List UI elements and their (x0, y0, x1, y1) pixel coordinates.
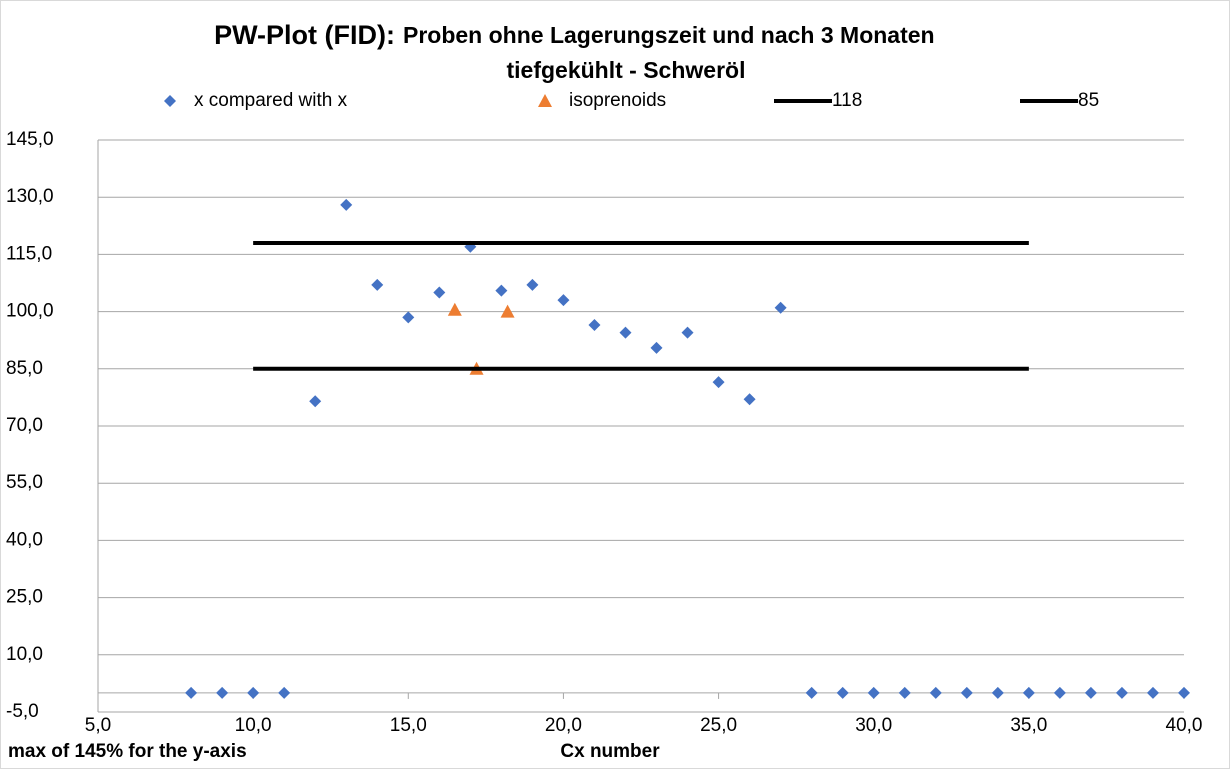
point (836, 686, 849, 699)
y-tick-label: 70,0 (6, 415, 43, 436)
chart-title: PW-Plot (FID): (214, 20, 395, 50)
x-tick-label: 35,0 (1010, 715, 1047, 736)
legend-label: isoprenoids (569, 90, 666, 111)
point (340, 198, 353, 211)
y-tick-label: 145,0 (6, 129, 54, 150)
point (247, 686, 260, 699)
point (447, 302, 462, 316)
point (185, 686, 198, 699)
legend-label: 118 (832, 90, 862, 111)
point (495, 284, 508, 297)
x-tick-label: 20,0 (545, 715, 582, 736)
point (526, 278, 539, 291)
point (960, 686, 973, 699)
y-tick-label: 130,0 (6, 186, 54, 207)
point (588, 318, 601, 331)
point (681, 326, 694, 339)
x-tick-label: 40,0 (1166, 715, 1203, 736)
point (1053, 686, 1066, 699)
legend-marker (538, 94, 552, 107)
point (1178, 686, 1190, 699)
y-tick-label: 100,0 (6, 301, 54, 322)
legend-marker (164, 95, 176, 107)
point (309, 395, 322, 408)
x-axis-label: Cx number (560, 741, 660, 762)
point (433, 286, 446, 299)
point (805, 686, 818, 699)
point (991, 686, 1004, 699)
legend-label: 85 (1078, 90, 1099, 111)
y-tick-label: 10,0 (6, 644, 43, 665)
x-tick-label: 25,0 (700, 715, 737, 736)
y-tick-label: -5,0 (6, 701, 39, 722)
x-tick-label: 10,0 (235, 715, 272, 736)
y-tick-label: 55,0 (6, 472, 43, 493)
point (650, 341, 663, 354)
x-tick-label: 5,0 (85, 715, 111, 736)
point (774, 301, 787, 314)
y-tick-label: 85,0 (6, 358, 43, 379)
point (929, 686, 942, 699)
point (500, 304, 515, 318)
chart-subtitle: Proben ohne Lagerungszeit und nach 3 Mon… (403, 22, 935, 48)
point (371, 278, 384, 291)
point (712, 376, 725, 389)
point (1022, 686, 1035, 699)
x-tick-label: 30,0 (855, 715, 892, 736)
point (1084, 686, 1097, 699)
point (216, 686, 229, 699)
point (402, 311, 415, 324)
y-tick-label: 115,0 (6, 243, 52, 264)
point (557, 294, 570, 307)
point (898, 686, 911, 699)
point (619, 326, 632, 339)
x-tick-label: 15,0 (390, 715, 427, 736)
note: max of 145% for the y-axis (8, 741, 247, 762)
point (867, 686, 880, 699)
point (1146, 686, 1159, 699)
legend-label: x compared with x (194, 90, 348, 111)
y-tick-label: 25,0 (6, 587, 43, 608)
point (743, 393, 756, 406)
point (1115, 686, 1128, 699)
y-tick-label: 40,0 (6, 529, 43, 550)
chart-subtitle: tiefgekühlt - Schweröl (507, 57, 746, 83)
point (278, 686, 291, 699)
